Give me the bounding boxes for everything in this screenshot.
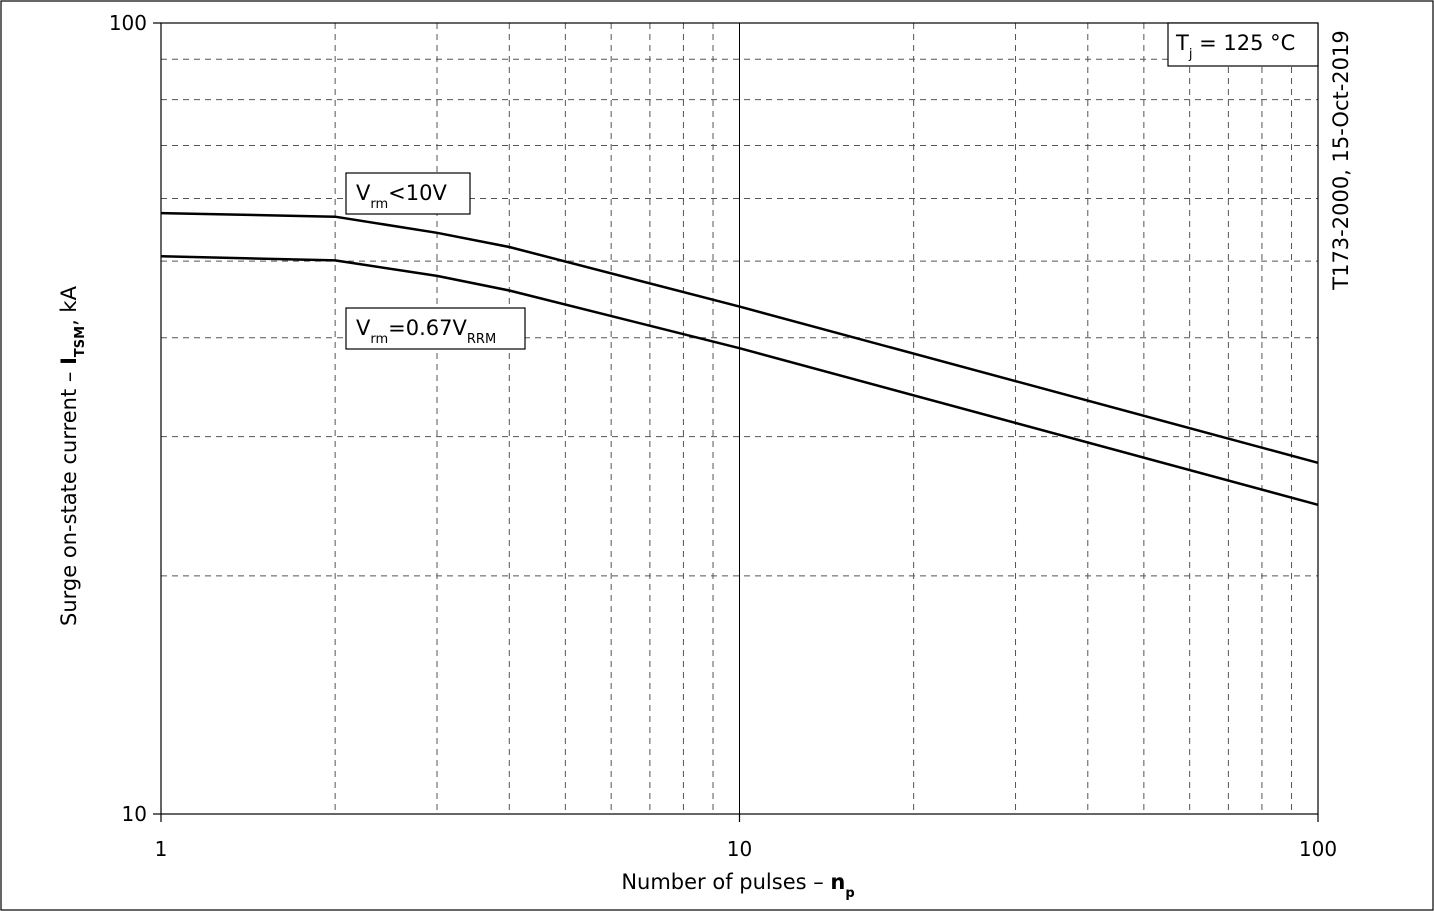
- series-2-label: Vrm=0.67VRRM: [356, 316, 496, 347]
- x-tick-label: 100: [1299, 837, 1337, 861]
- series-1-label: Vrm<10V: [356, 181, 447, 212]
- series-2-line: [160, 255, 1319, 507]
- y-tick-label: 100: [109, 11, 147, 35]
- y-axis-label: Surge on-state current – ITSM, kA: [57, 285, 88, 626]
- document-id: T173-2000, 15-Oct-2019: [1329, 30, 1353, 291]
- x-tick-label: 10: [727, 837, 752, 861]
- x-axis-label: Number of pulses – np: [621, 870, 854, 901]
- series-1-label-box: [345, 172, 471, 215]
- grid-lines: [161, 23, 1318, 814]
- condition-box: [1167, 22, 1319, 67]
- y-tick-label: 10: [122, 802, 147, 826]
- series-2-label-box: [345, 307, 526, 350]
- condition-label: Tj = 125 °C: [1175, 31, 1295, 62]
- series-1-line: [160, 211, 1319, 465]
- axis-ticks: 1 10 100 10 100: [109, 11, 1337, 861]
- series-lines: [160, 211, 1319, 507]
- x-tick-label: 1: [155, 837, 168, 861]
